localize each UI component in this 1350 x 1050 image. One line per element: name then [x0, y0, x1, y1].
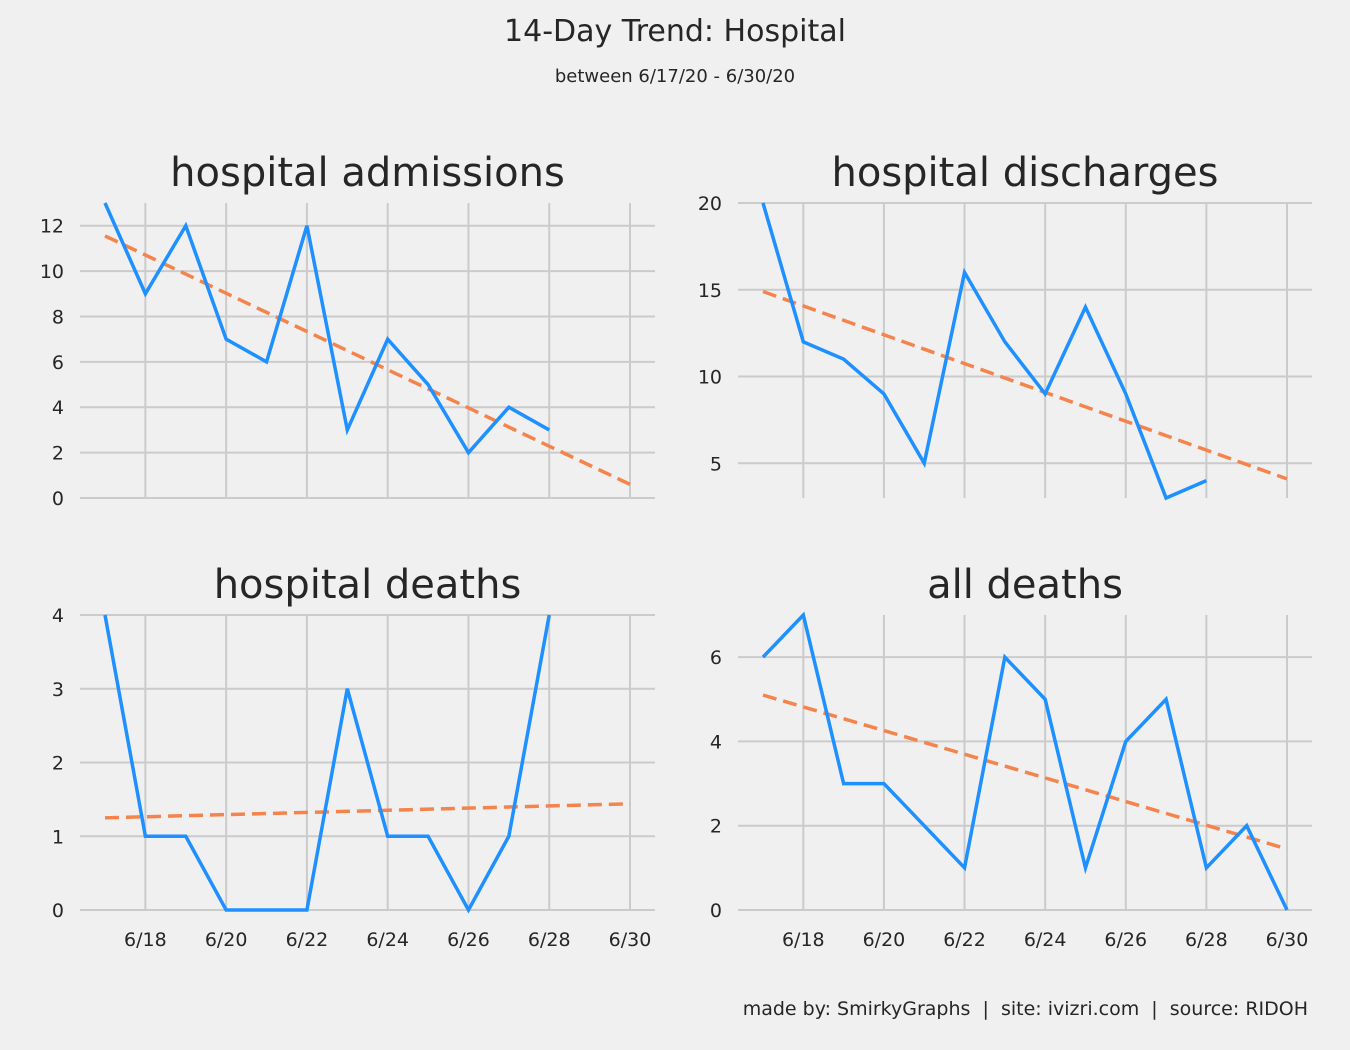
chart-panel-2: hospital discharges 5 10 15 20	[698, 150, 1312, 501]
y-tick-label: 15	[698, 280, 722, 302]
y-tick-label: 2	[52, 443, 64, 465]
series-line-1	[761, 611, 1289, 911]
figure-title: 14-Day Trend: Hospital	[504, 14, 846, 49]
y-tick-label: 5	[710, 453, 722, 475]
chart-panel-4: all deaths 0 2 4 6 6/18 6/20 6/22 6/24 6/26 6/28 6/…	[710, 562, 1312, 951]
x-tick-label: 6/20	[205, 929, 248, 951]
x-tick-label: 6/24	[1024, 929, 1067, 951]
x-tick-label: 6/26	[447, 929, 490, 951]
x-tick-label: 6/20	[863, 929, 906, 951]
y-tick-label: 8	[52, 306, 64, 328]
y-tick-label: 0	[52, 488, 64, 510]
y-tick-label: 1	[52, 826, 64, 848]
panel-title: hospital discharges	[832, 150, 1219, 196]
y-tick-label: 4	[52, 605, 64, 627]
panel-title: all deaths	[927, 562, 1123, 608]
x-tick-label: 6/30	[1266, 929, 1309, 951]
series-line-1	[761, 202, 1208, 501]
y-tick-label: 10	[698, 367, 722, 389]
x-tick-label: 6/30	[609, 929, 652, 951]
x-tick-label: 6/28	[528, 929, 571, 951]
y-tick-label: 4	[52, 397, 64, 419]
y-tick-label: 0	[52, 900, 64, 922]
panel-title: hospital admissions	[170, 150, 565, 196]
x-tick-label: 6/22	[286, 929, 329, 951]
trend-line	[762, 289, 1288, 481]
y-tick-label: 12	[40, 216, 64, 238]
figure-subtitle: between 6/17/20 - 6/30/20	[554, 66, 796, 87]
trend-line	[104, 802, 631, 820]
x-tick-label: 6/18	[124, 929, 167, 951]
chart-panel-3: hospital deaths 0 1 2 3 4 6/18 6/20 6/22 6/24 6/26…	[52, 562, 655, 951]
y-tick-label: 4	[710, 731, 722, 753]
x-tick-label: 6/28	[1185, 929, 1228, 951]
y-tick-label: 2	[52, 753, 64, 775]
chart-panel-1: hospital admissions 0 2 4 6 8 10 12	[40, 150, 655, 510]
y-tick-label: 2	[710, 816, 722, 838]
credit-line: made by: SmirkyGraphs | site: ivizri.com…	[742, 998, 1308, 1020]
panel-title: hospital deaths	[214, 562, 522, 608]
y-tick-label: 0	[710, 900, 722, 922]
y-tick-label: 3	[52, 679, 64, 701]
x-tick-label: 6/24	[366, 929, 409, 951]
trend-line	[104, 234, 631, 486]
y-tick-label: 10	[40, 261, 64, 283]
x-tick-label: 6/18	[782, 929, 825, 951]
series-line-1	[103, 202, 551, 456]
y-tick-label: 20	[698, 193, 722, 215]
x-tick-label: 6/22	[943, 929, 986, 951]
y-tick-label: 6	[52, 352, 64, 374]
trend-line	[762, 693, 1288, 851]
series-line-1	[103, 614, 551, 914]
y-tick-label: 6	[710, 647, 722, 669]
x-tick-label: 6/26	[1104, 929, 1147, 951]
